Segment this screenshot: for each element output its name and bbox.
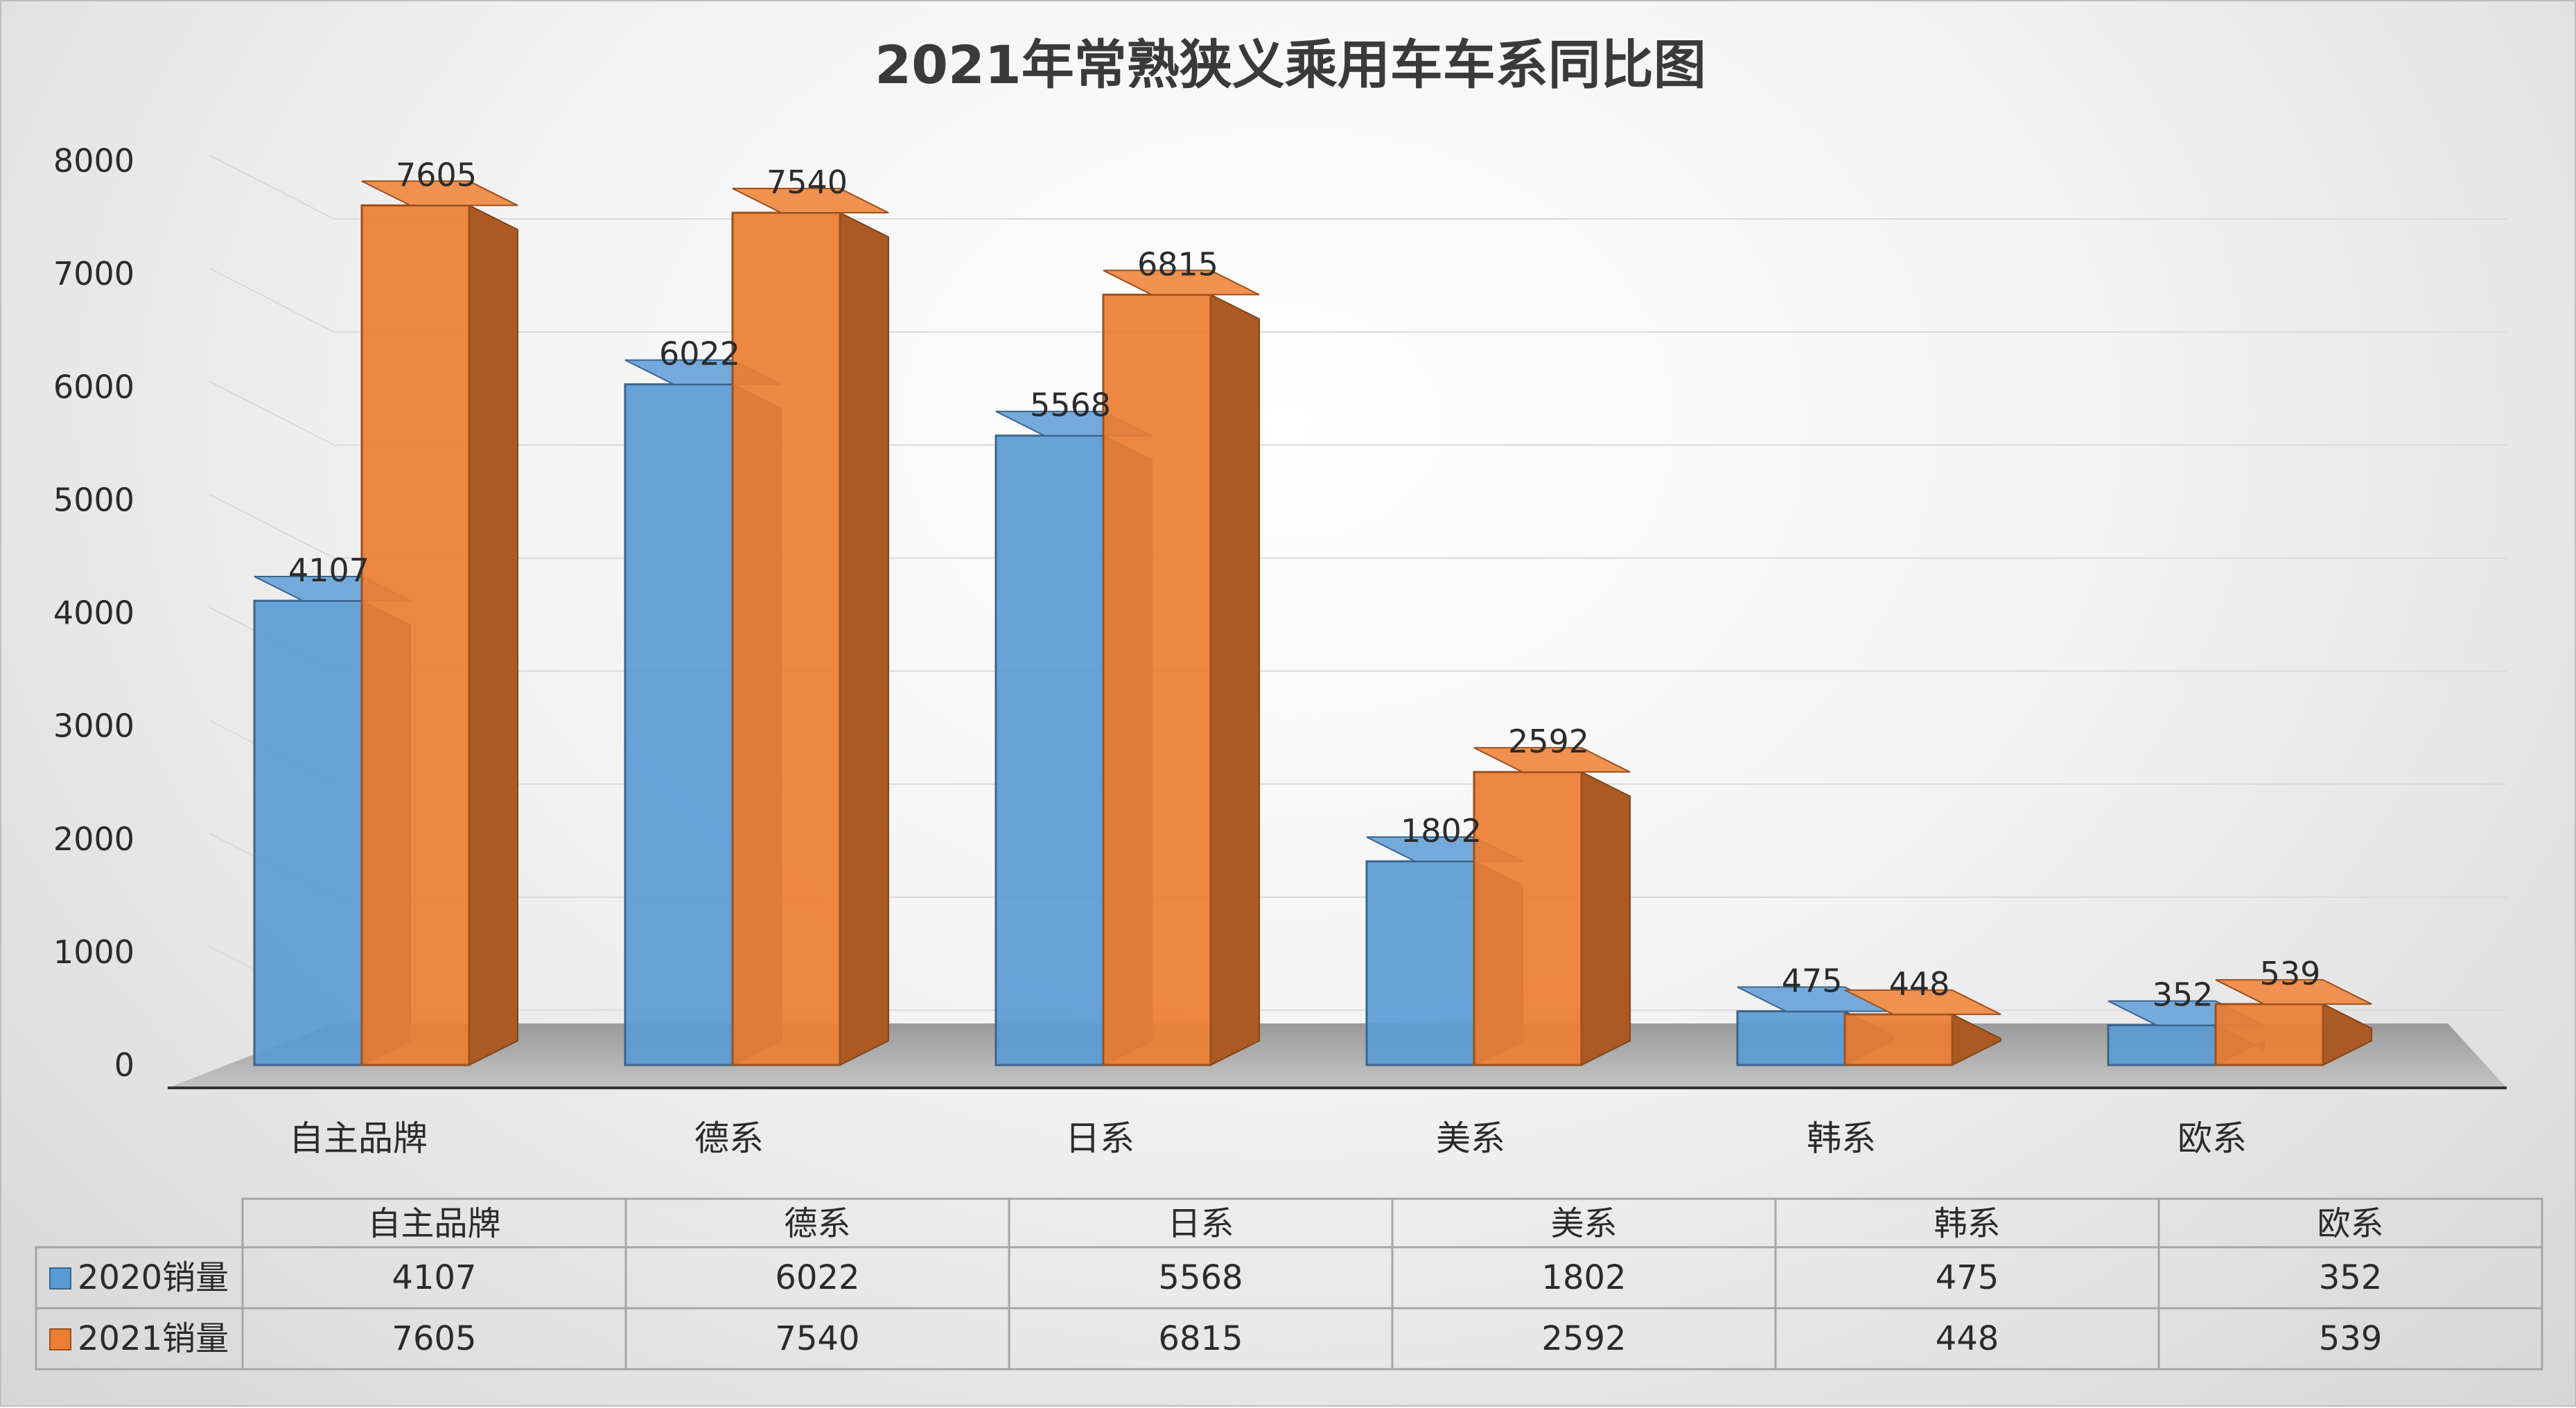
bar-front [1736, 1010, 1846, 1066]
bar-front [1843, 1013, 1954, 1066]
legend-label: 2021销量 [78, 1319, 229, 1358]
y-tick-label: 1000 [53, 933, 134, 971]
bar-front [2107, 1024, 2217, 1066]
bar-front [1365, 860, 1475, 1066]
bar-top [2215, 979, 2372, 1005]
bar-front [360, 204, 471, 1066]
bar [1843, 989, 2001, 1066]
gridline [209, 267, 2507, 333]
gridline [209, 380, 2507, 446]
table-value-cell: 5568 [1158, 1258, 1243, 1297]
table-value-cell: 6815 [1158, 1319, 1243, 1358]
y-tick-label: 6000 [53, 368, 134, 405]
gridline [209, 493, 2507, 559]
category-label: 美系 [1436, 1118, 1505, 1159]
bar-front [995, 434, 1105, 1066]
y-axis-ticks: 0 1000 2000 3000 4000 5000 6000 7000 8000 [53, 142, 134, 1084]
bar [360, 180, 518, 1066]
bar-front [253, 599, 363, 1066]
bar-front [624, 383, 734, 1066]
chart-title: 2021年常熟狭义乘用车车系同比图 [875, 34, 1706, 96]
data-label: 448 [1889, 965, 1950, 1003]
table-value-cell: 6022 [775, 1258, 859, 1297]
category-label: 欧系 [2178, 1118, 2247, 1159]
bar-front [731, 211, 841, 1066]
table-header-cell: 欧系 [2317, 1204, 2383, 1243]
bar-front [1102, 293, 1212, 1066]
data-label: 5568 [1030, 387, 1111, 424]
table-header-cell: 韩系 [1934, 1204, 2000, 1243]
table-value-cell: 1802 [1541, 1258, 1626, 1297]
x-axis-labels: 自主品牌 德系 日系 美系 韩系 欧系 [289, 1118, 2247, 1159]
y-tick-label: 0 [114, 1046, 134, 1084]
category-label: 日系 [1065, 1118, 1134, 1159]
category-label: 德系 [694, 1118, 764, 1159]
data-label: 7540 [766, 164, 848, 201]
data-label: 4107 [288, 552, 369, 589]
table-header-cell: 自主品牌 [367, 1204, 500, 1243]
table-header-cell: 德系 [784, 1204, 850, 1243]
category-label: 自主品牌 [289, 1118, 428, 1159]
data-label: 7605 [396, 156, 477, 193]
bar [2214, 979, 2372, 1066]
table-value-cell: 7605 [392, 1319, 476, 1358]
y-tick-label: 4000 [53, 595, 134, 632]
table-value-cell: 352 [2319, 1258, 2383, 1297]
bar-side [468, 204, 518, 1066]
gridlines [209, 155, 2507, 1011]
y-tick-label: 2000 [53, 820, 134, 858]
table-value-cell: 2592 [1541, 1319, 1626, 1358]
table-header-cell: 美系 [1550, 1204, 1617, 1243]
table-value-cell: 4107 [392, 1258, 476, 1297]
data-label: 6022 [659, 335, 740, 373]
y-tick-label: 3000 [53, 707, 134, 745]
bars [253, 180, 2372, 1066]
bar [731, 188, 889, 1066]
bar-top [732, 188, 889, 214]
gridline [209, 832, 2507, 898]
legend-label: 2020销量 [78, 1258, 229, 1297]
bar-top [1103, 270, 1260, 296]
category-label: 韩系 [1807, 1118, 1876, 1159]
y-tick-label: 5000 [53, 481, 134, 518]
bar-top [1844, 989, 2001, 1015]
data-table: 自主品牌 德系 日系 美系 韩系 欧系 2020销量 4107 6022 5568 1802 475 3… [35, 1197, 2543, 1371]
bar [1473, 747, 1631, 1066]
gridline [209, 606, 2507, 672]
data-label: 2592 [1508, 723, 1589, 760]
data-labels: 4107 7605 6022 7540 5568 6815 1802 2592 475 448 35… [288, 156, 2320, 1013]
y-tick-label: 7000 [53, 255, 134, 292]
table-header-cell: 日系 [1167, 1204, 1234, 1243]
data-label: 352 [2153, 976, 2214, 1014]
table-value-cell: 475 [1936, 1258, 1999, 1297]
data-label: 1802 [1401, 812, 1482, 850]
gridline [209, 155, 2507, 220]
data-label: 475 [1782, 962, 1843, 1000]
bar-side [839, 211, 889, 1066]
table-value-cell: 539 [2319, 1319, 2383, 1358]
bar-front [1473, 771, 1583, 1066]
data-label: 6815 [1137, 245, 1218, 283]
bar-side [1210, 293, 1260, 1066]
gridline [209, 719, 2507, 785]
legend-key [49, 1328, 71, 1350]
bar-side [1581, 771, 1631, 1066]
legend-key [49, 1267, 71, 1290]
y-tick-label: 8000 [53, 142, 134, 179]
table-value-cell: 448 [1936, 1319, 1999, 1358]
data-label: 539 [2260, 955, 2321, 992]
bar-top [1473, 747, 1631, 773]
bar-front [2214, 1003, 2324, 1066]
bar [1102, 270, 1260, 1066]
bar-top [361, 180, 518, 206]
table-value-cell: 7540 [775, 1319, 859, 1358]
